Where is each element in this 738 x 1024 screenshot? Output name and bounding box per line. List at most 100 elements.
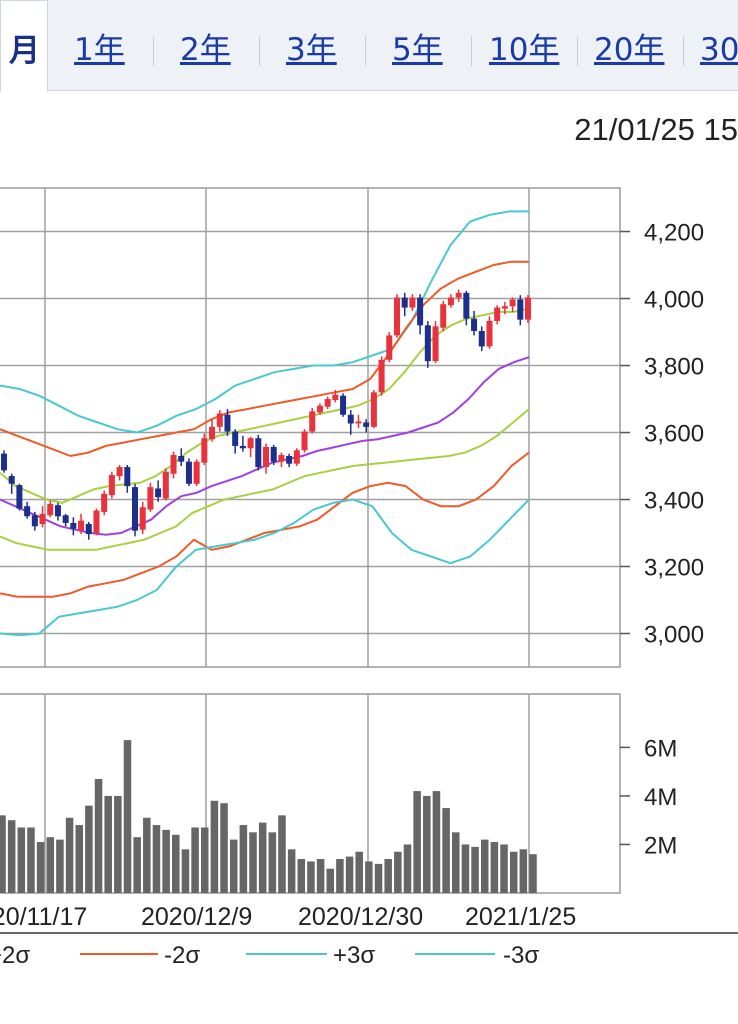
y-tick-label: 3,800 bbox=[644, 354, 704, 381]
tab-divider bbox=[259, 36, 260, 66]
candle-up bbox=[447, 297, 454, 306]
volume-tick-label: 4M bbox=[644, 784, 677, 811]
volume-bar bbox=[104, 795, 112, 893]
candle-up bbox=[370, 392, 377, 427]
x-tick-label: 2020/11/17 bbox=[0, 903, 87, 931]
volume-bar bbox=[500, 844, 508, 893]
period-tab-bar: 月 1年 2年 3年 5年 10年 20年 30 bbox=[0, 0, 738, 92]
volume-bar bbox=[287, 849, 296, 893]
volume-bar bbox=[143, 817, 151, 893]
candle-up bbox=[216, 413, 223, 427]
candle-down bbox=[401, 297, 408, 308]
candle-up bbox=[247, 438, 254, 449]
plus-3-sigma-line bbox=[0, 210, 529, 434]
candle-down bbox=[8, 476, 15, 484]
candle-up bbox=[101, 493, 108, 512]
candle-down bbox=[185, 461, 192, 484]
tab-30-year[interactable]: 30 bbox=[700, 0, 738, 90]
tab-divider bbox=[365, 36, 366, 66]
volume-bar bbox=[36, 842, 45, 893]
volume-bar bbox=[152, 825, 161, 893]
volume-bar bbox=[374, 863, 383, 893]
volume-bar bbox=[17, 827, 26, 893]
candle-down bbox=[232, 431, 239, 446]
candle-up bbox=[293, 450, 300, 464]
tab-divider bbox=[471, 36, 472, 66]
tab-link[interactable]: 2年 bbox=[180, 32, 231, 68]
candle-up bbox=[509, 299, 516, 307]
volume-bar bbox=[355, 851, 363, 893]
candle-down bbox=[517, 299, 524, 320]
candle-up bbox=[278, 454, 285, 462]
candle-down bbox=[131, 487, 139, 531]
volume-panel: 6M 4M 2M 2020/11/17 2020/12/9 2020/12/30 2021/… bbox=[0, 693, 738, 934]
volume-bar bbox=[258, 822, 267, 893]
candle-down bbox=[478, 331, 485, 347]
legend-label: -2σ bbox=[164, 942, 200, 969]
volume-bar bbox=[480, 839, 489, 893]
volume-bar bbox=[461, 844, 470, 893]
volume-bar bbox=[423, 795, 431, 893]
volume-bar bbox=[239, 825, 248, 893]
candle-down bbox=[340, 395, 347, 415]
candle-up bbox=[355, 421, 362, 424]
candle-up bbox=[494, 307, 501, 321]
volume-bar bbox=[384, 859, 392, 893]
volume-bar bbox=[490, 842, 499, 893]
tab-10-year[interactable]: 10年 bbox=[489, 0, 559, 90]
volume-bar bbox=[0, 815, 6, 893]
tab-2-year[interactable]: 2年 bbox=[180, 0, 231, 90]
volume-bar bbox=[316, 859, 325, 893]
tab-link[interactable]: 3年 bbox=[286, 32, 337, 68]
tab-link[interactable]: 20年 bbox=[594, 32, 665, 68]
tab-20-year[interactable]: 20年 bbox=[594, 0, 664, 90]
volume-bar bbox=[365, 861, 373, 893]
volume-bar bbox=[65, 817, 74, 893]
volume-bar bbox=[210, 800, 219, 893]
minus-1-sigma-line bbox=[0, 408, 530, 551]
tab-3-year[interactable]: 3年 bbox=[286, 0, 337, 90]
candle-up bbox=[262, 446, 270, 468]
candle-down bbox=[24, 506, 31, 517]
candle-down bbox=[155, 488, 162, 498]
candle-up bbox=[409, 297, 416, 308]
volume-tick-label: 2M bbox=[644, 832, 677, 859]
volume-bar bbox=[432, 791, 441, 893]
tab-5-year[interactable]: 5年 bbox=[392, 0, 443, 90]
candle-up bbox=[301, 431, 308, 451]
volume-bar bbox=[519, 849, 528, 893]
candle-up bbox=[78, 520, 85, 531]
candle-up bbox=[108, 475, 115, 496]
volume-bar bbox=[278, 815, 286, 893]
tab-link[interactable]: 1年 bbox=[74, 32, 125, 68]
volume-bar bbox=[7, 820, 16, 893]
candle-up bbox=[139, 507, 146, 530]
tab-month[interactable]: 月 bbox=[0, 0, 48, 92]
volume-bar bbox=[56, 839, 64, 893]
candle-up bbox=[316, 405, 323, 413]
legend-label: +3σ bbox=[333, 942, 375, 969]
price-panel: 4,200 4,000 3,800 3,600 3,400 3,200 3,000 bbox=[0, 187, 704, 668]
tab-link[interactable]: 5年 bbox=[392, 32, 443, 68]
volume-bar bbox=[123, 740, 132, 893]
volume-bar bbox=[191, 827, 199, 893]
volume-bar bbox=[529, 854, 537, 893]
plus-2-sigma-line bbox=[0, 260, 529, 458]
candle-down bbox=[270, 446, 277, 462]
volume-bar bbox=[442, 808, 450, 893]
volume-bar bbox=[509, 851, 518, 893]
volume-bar bbox=[471, 846, 479, 893]
y-tick-label: 3,400 bbox=[644, 488, 704, 515]
volume-bar bbox=[162, 829, 170, 893]
tab-label: 月 bbox=[9, 33, 40, 69]
candle-down bbox=[70, 522, 77, 529]
candle-up bbox=[393, 297, 401, 336]
volume-bar bbox=[326, 868, 335, 893]
volume-bar bbox=[345, 856, 354, 893]
tab-1-year[interactable]: 1年 bbox=[74, 0, 125, 90]
x-tick-label: 2020/12/30 bbox=[298, 903, 423, 931]
tab-link[interactable]: 30 bbox=[700, 32, 738, 68]
tab-link[interactable]: 10年 bbox=[489, 32, 560, 68]
candle-down bbox=[16, 485, 23, 509]
y-tick-label: 4,200 bbox=[644, 220, 704, 247]
